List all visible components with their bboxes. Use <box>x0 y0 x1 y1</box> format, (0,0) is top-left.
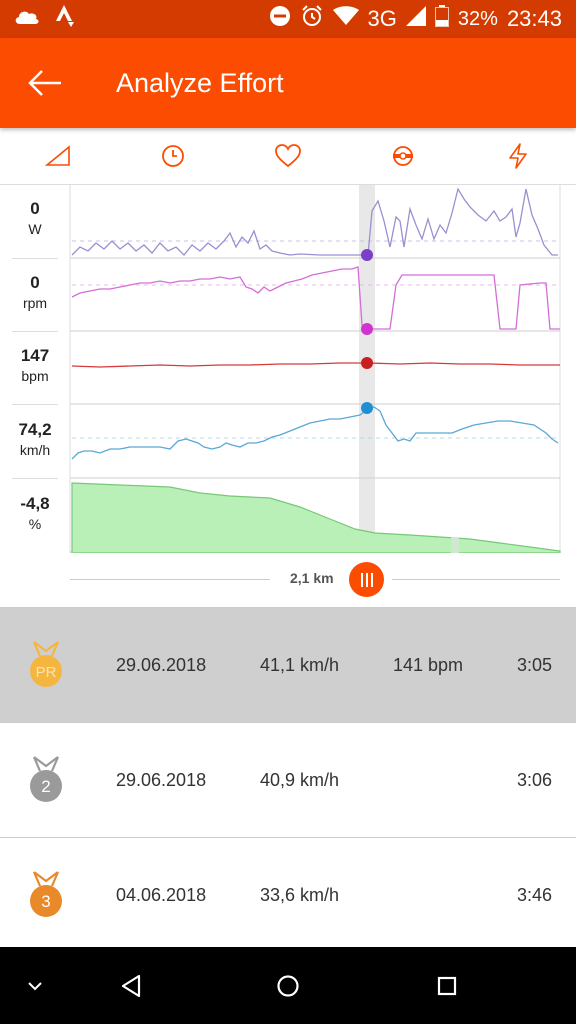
page-title: Analyze Effort <box>116 67 284 98</box>
speed-value: 74,2 <box>18 420 52 439</box>
power-icon <box>509 143 528 169</box>
power-unit: W <box>28 221 42 237</box>
home-circle-icon <box>277 975 299 997</box>
heart-rate-value: 147 <box>20 346 50 365</box>
effort-date: 04.06.2018 <box>116 884 207 905</box>
effort-heart-rate: 141 bpm <box>393 654 464 675</box>
effort-date: 29.06.2018 <box>116 654 207 675</box>
effort-date: 29.06.2018 <box>116 769 207 790</box>
grip-icon <box>360 572 373 587</box>
power-series-line <box>71 187 558 256</box>
speed-unit: km/h <box>19 442 51 458</box>
heart-rate-series-line <box>71 362 560 368</box>
distance-scrubber[interactable]: 2,1 km <box>70 553 560 607</box>
speed-label: 74,2 km/h <box>0 420 70 458</box>
scrubber-track-left <box>70 579 270 580</box>
grade-unit: % <box>28 516 42 532</box>
medal-rank: 3 <box>41 892 50 911</box>
power-value: 0 <box>30 199 40 218</box>
back-button[interactable] <box>0 38 90 128</box>
effort-speed: 41,1 km/h <box>260 654 340 675</box>
clock-time: 23:43 <box>506 6 562 31</box>
arrow-left-icon <box>28 70 61 96</box>
power-label: 0 W <box>0 199 70 237</box>
grade-area <box>71 482 561 553</box>
medal-rank: PR <box>36 664 57 681</box>
effort-time: 3:06 <box>516 769 552 790</box>
scrubber-handle[interactable] <box>349 562 384 597</box>
metric-plot[interactable] <box>0 185 576 553</box>
tab-time[interactable] <box>115 128 230 184</box>
bronze-medal-icon: 3 <box>30 871 62 917</box>
silver-medal-icon: 2 <box>30 756 62 802</box>
chevron-down-icon <box>28 982 42 991</box>
effort-row[interactable]: 2 29.06.2018 40,9 km/h 3:06 <box>0 723 576 838</box>
pr-medal-icon: PR <box>30 641 62 687</box>
divider <box>12 404 58 405</box>
app-bar: Analyze Effort <box>0 38 576 128</box>
heart-rate-label: 147 bpm <box>0 346 70 384</box>
nav-recents-button[interactable] <box>428 967 466 1005</box>
heart-icon <box>275 144 301 168</box>
divider <box>12 478 58 479</box>
effort-speed: 40,9 km/h <box>260 769 340 790</box>
speed-series-line <box>71 406 559 460</box>
cadence-icon <box>393 146 414 166</box>
nav-home-button[interactable] <box>268 966 308 1006</box>
status-bar: 3G 32% 23:43 <box>0 0 576 38</box>
wifi-icon <box>332 6 359 32</box>
divider <box>12 331 58 332</box>
cadence-label: 0 rpm <box>0 273 70 311</box>
strava-icon <box>56 5 76 33</box>
metric-labels: 0 W 0 rpm 147 bpm 74,2 km/h -4,8 % <box>0 185 70 553</box>
nav-collapse-button[interactable] <box>22 973 48 999</box>
effort-time: 3:46 <box>516 884 552 905</box>
cadence-value: 0 <box>30 273 40 292</box>
signal-icon <box>405 6 426 32</box>
heart-rate-cursor-dot <box>361 357 373 369</box>
speed-cursor-dot <box>361 402 373 414</box>
grade-label: -4,8 % <box>0 494 70 532</box>
battery-percent: 32% <box>457 7 498 30</box>
cloud-icon <box>14 7 40 31</box>
heart-rate-unit: bpm <box>21 368 49 384</box>
grade-value: -4,8 <box>20 494 50 513</box>
effort-row[interactable]: 3 04.06.2018 33,6 km/h 3:46 <box>0 838 576 953</box>
nav-back-button[interactable] <box>112 967 150 1005</box>
tab-grade[interactable] <box>0 128 115 184</box>
back-triangle-icon <box>121 974 141 998</box>
tab-cadence[interactable] <box>346 128 461 184</box>
scrubber-track-right <box>392 579 560 580</box>
divider <box>12 258 58 259</box>
clock-icon <box>161 145 184 167</box>
metric-tabs <box>0 128 576 185</box>
cadence-series-line <box>71 266 560 330</box>
tab-power[interactable] <box>461 128 576 184</box>
power-cursor-dot <box>361 249 373 261</box>
recents-square-icon <box>437 976 457 996</box>
network-type: 3G <box>367 6 397 31</box>
tab-heart-rate[interactable] <box>230 128 345 184</box>
effort-chart: 0 W 0 rpm 147 bpm 74,2 km/h -4,8 % <box>0 185 576 607</box>
grade-shade <box>451 537 459 553</box>
cadence-unit: rpm <box>22 295 48 311</box>
effort-row[interactable]: PR 29.06.2018 41,1 km/h 141 bpm 3:05 <box>0 608 576 723</box>
system-nav-bar <box>0 947 576 1024</box>
distance-label: 2,1 km <box>290 570 334 586</box>
dnd-icon <box>269 5 291 33</box>
cadence-cursor-dot <box>361 323 373 335</box>
effort-list: PR 29.06.2018 41,1 km/h 141 bpm 3:05 2 2… <box>0 607 576 953</box>
effort-speed: 33,6 km/h <box>260 884 340 905</box>
effort-time: 3:05 <box>516 654 552 675</box>
battery-icon <box>434 5 449 33</box>
grade-icon <box>44 145 70 166</box>
alarm-icon <box>300 4 324 34</box>
medal-rank: 2 <box>41 777 50 796</box>
